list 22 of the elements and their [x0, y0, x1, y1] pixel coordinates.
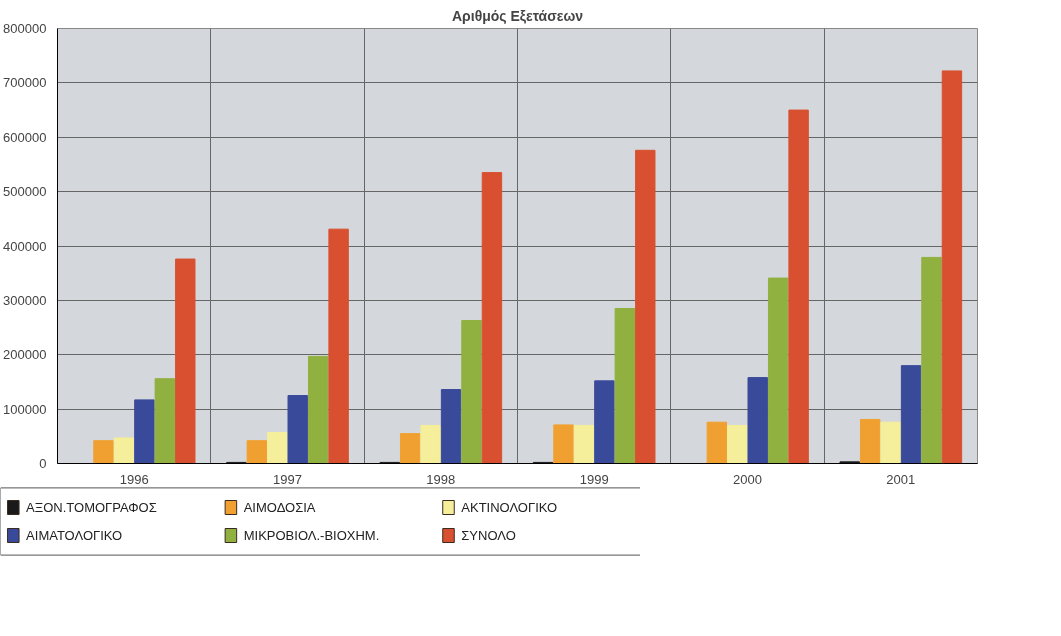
x-tick-label: 1996: [119, 471, 149, 487]
chart-title: Αριθμός Εξετάσεων: [451, 7, 584, 24]
y-tick-label: 400000: [3, 238, 47, 254]
legend-label: ΑΙΜΟΔΟΣΙΑ: [243, 500, 316, 515]
x-tick-label: 2000: [733, 471, 762, 487]
x-tick-label: 1999: [579, 471, 609, 487]
x-tick-label: 1998: [426, 471, 456, 487]
legend-label: ΑΚΤΙΝΟΛΟΓΙΚΟ: [461, 500, 558, 515]
y-tick-label: 600000: [3, 129, 47, 145]
y-tick-label: 300000: [3, 292, 47, 308]
y-tick-label: 700000: [3, 75, 47, 91]
y-tick-label: 500000: [3, 184, 47, 200]
x-tick-label: 1997: [273, 471, 302, 487]
y-tick-label: 0: [39, 456, 47, 471]
x-tick-label: 2001: [886, 471, 916, 487]
y-tick-label: 200000: [3, 347, 47, 363]
legend-label: ΑΞΟΝ.ΤΟΜΟΓΡΑΦΟΣ: [26, 500, 157, 515]
legend-label: ΑΙΜΑΤΟΛΟΓΙΚΟ: [26, 528, 123, 543]
y-tick-label: 100000: [3, 401, 47, 417]
y-tick-label: 800000: [3, 21, 47, 36]
legend-label: ΣΥΝΟΛΟ: [461, 528, 516, 543]
legend-label: ΜΙΚΡΟΒΙΟΛ.-ΒΙΟΧΗΜ.: [243, 528, 380, 543]
